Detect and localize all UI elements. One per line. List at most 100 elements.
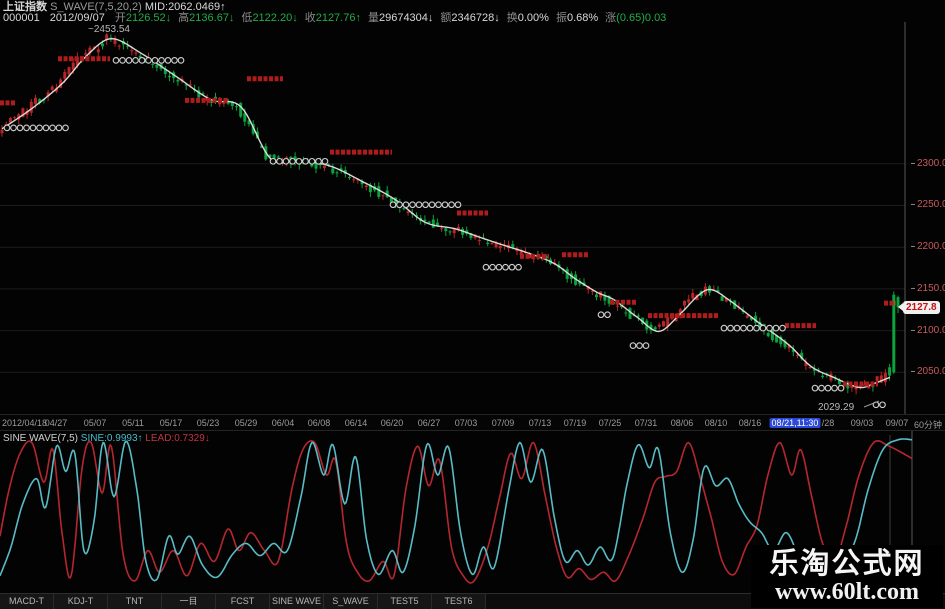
buy-signal-circle bbox=[779, 324, 786, 332]
buy-signal-circle bbox=[766, 324, 773, 332]
candle-body bbox=[440, 228, 444, 230]
tab-test5[interactable]: TEST5 bbox=[378, 594, 432, 609]
sub-indicator-name: SINE WAVE(7,5) bbox=[3, 433, 79, 444]
candle-body bbox=[687, 299, 691, 303]
candle-body bbox=[498, 246, 502, 249]
candle-body bbox=[519, 251, 523, 255]
candle-body bbox=[176, 79, 180, 82]
candle-body bbox=[389, 197, 393, 203]
date-label: 05/11 bbox=[122, 418, 144, 428]
quote-field-高: 高2136.67↓ bbox=[178, 12, 235, 24]
candle-body bbox=[348, 177, 351, 179]
candle-body bbox=[821, 375, 825, 377]
tab-fcst[interactable]: FCST bbox=[216, 594, 270, 609]
tab-macd-t[interactable]: MACD-T bbox=[0, 594, 54, 609]
candle-body bbox=[649, 324, 653, 330]
candle-body bbox=[758, 321, 762, 328]
candle-body bbox=[168, 75, 171, 78]
buy-signal-circle bbox=[824, 384, 832, 392]
buy-signal-circle bbox=[422, 201, 429, 209]
candle-body bbox=[88, 47, 92, 54]
candle-body bbox=[84, 53, 88, 55]
candle-body bbox=[17, 114, 21, 120]
candle-body bbox=[335, 172, 339, 174]
tab-tnt[interactable]: TNT bbox=[108, 594, 162, 609]
candle-body bbox=[490, 243, 494, 245]
candle-body bbox=[783, 341, 787, 348]
buy-signal-circle bbox=[151, 57, 159, 64]
date-label: 06/20 bbox=[380, 418, 404, 428]
buy-signal-circle bbox=[515, 263, 522, 271]
tab-test6[interactable]: TEST6 bbox=[432, 594, 486, 609]
buy-signal-circle bbox=[36, 124, 43, 132]
candle-body bbox=[804, 362, 808, 366]
price-tick-label: 2100.0 bbox=[911, 325, 945, 336]
buy-signal-circle bbox=[389, 201, 397, 209]
candle-body bbox=[628, 308, 632, 319]
mid-arrow: ↑ bbox=[220, 1, 226, 13]
ma-line bbox=[1, 37, 891, 389]
price-tick-label: 2200.0 bbox=[911, 241, 945, 252]
candle-body bbox=[657, 324, 661, 327]
candle-body bbox=[67, 67, 71, 75]
candle-body bbox=[662, 321, 665, 327]
tab-kdj-t[interactable]: KDJ-T bbox=[54, 594, 108, 609]
candle-body bbox=[850, 385, 854, 388]
date-label: 05/17 bbox=[159, 418, 183, 428]
buy-signal-circle bbox=[482, 263, 490, 271]
candle-body bbox=[888, 367, 892, 376]
candle-body bbox=[837, 380, 841, 385]
sine-arrow: ↑ bbox=[137, 433, 143, 444]
candle-body bbox=[377, 186, 381, 197]
buy-signal-circle bbox=[720, 324, 728, 332]
candle-body bbox=[13, 117, 17, 119]
buy-signal-circle bbox=[642, 342, 650, 349]
candle-body bbox=[624, 312, 628, 314]
candle-body bbox=[402, 208, 406, 210]
buy-signal-circle bbox=[171, 57, 178, 64]
candle-body bbox=[8, 118, 12, 123]
trade-date: 2012/09/07 bbox=[49, 12, 105, 24]
stock-code: 000001 bbox=[3, 12, 40, 24]
candle-body bbox=[197, 90, 201, 98]
candle-body bbox=[364, 185, 368, 188]
indicator-name: S_WAVE(7,5,20,2) bbox=[50, 1, 142, 13]
buy-signal-circle bbox=[16, 124, 24, 132]
candle-body bbox=[126, 45, 130, 47]
candle-body bbox=[812, 369, 816, 371]
candle-body bbox=[808, 367, 812, 369]
buy-signal-circle bbox=[772, 324, 780, 332]
tab--[interactable]: 一目 bbox=[162, 594, 216, 609]
date-label: 07/19 bbox=[563, 418, 587, 428]
date-label: 06/08 bbox=[307, 418, 331, 428]
candle-body bbox=[96, 49, 100, 53]
index-title: 上证指数 bbox=[3, 1, 47, 13]
buy-signal-circle bbox=[177, 57, 185, 64]
buy-signal-circle bbox=[733, 324, 741, 332]
buy-signal-circle bbox=[295, 157, 303, 165]
candle-body bbox=[155, 64, 159, 68]
buy-signal-circle bbox=[502, 263, 509, 271]
buy-signal-circle bbox=[164, 57, 172, 64]
candlestick-chart[interactable]: ~2453.54 2029.29 bbox=[0, 22, 945, 414]
candle-body bbox=[427, 221, 431, 223]
tab-sine-wave[interactable]: SINE WAVE bbox=[270, 594, 324, 609]
candle-body bbox=[452, 227, 456, 234]
candle-body bbox=[766, 332, 770, 337]
date-label: 07/25 bbox=[598, 418, 622, 428]
buy-signal-circle bbox=[302, 157, 309, 165]
tab-s-wave[interactable]: S_WAVE bbox=[324, 594, 378, 609]
period-selector[interactable]: 60分钟 bbox=[913, 420, 942, 430]
candle-body bbox=[25, 110, 29, 115]
candle-body bbox=[863, 384, 866, 386]
candle-body bbox=[201, 93, 205, 95]
price-tick-label: 2300.0 bbox=[911, 158, 945, 169]
buy-signal-circle bbox=[629, 342, 637, 349]
buy-signal-circle bbox=[811, 384, 819, 392]
price-tick-label: 2250.0 bbox=[911, 199, 945, 210]
price-tick-label: 2050.0 bbox=[911, 366, 945, 377]
candle-body bbox=[595, 294, 598, 298]
candle-body bbox=[339, 168, 343, 170]
candle-body bbox=[883, 372, 887, 383]
date-label: 05/23 bbox=[196, 418, 220, 428]
